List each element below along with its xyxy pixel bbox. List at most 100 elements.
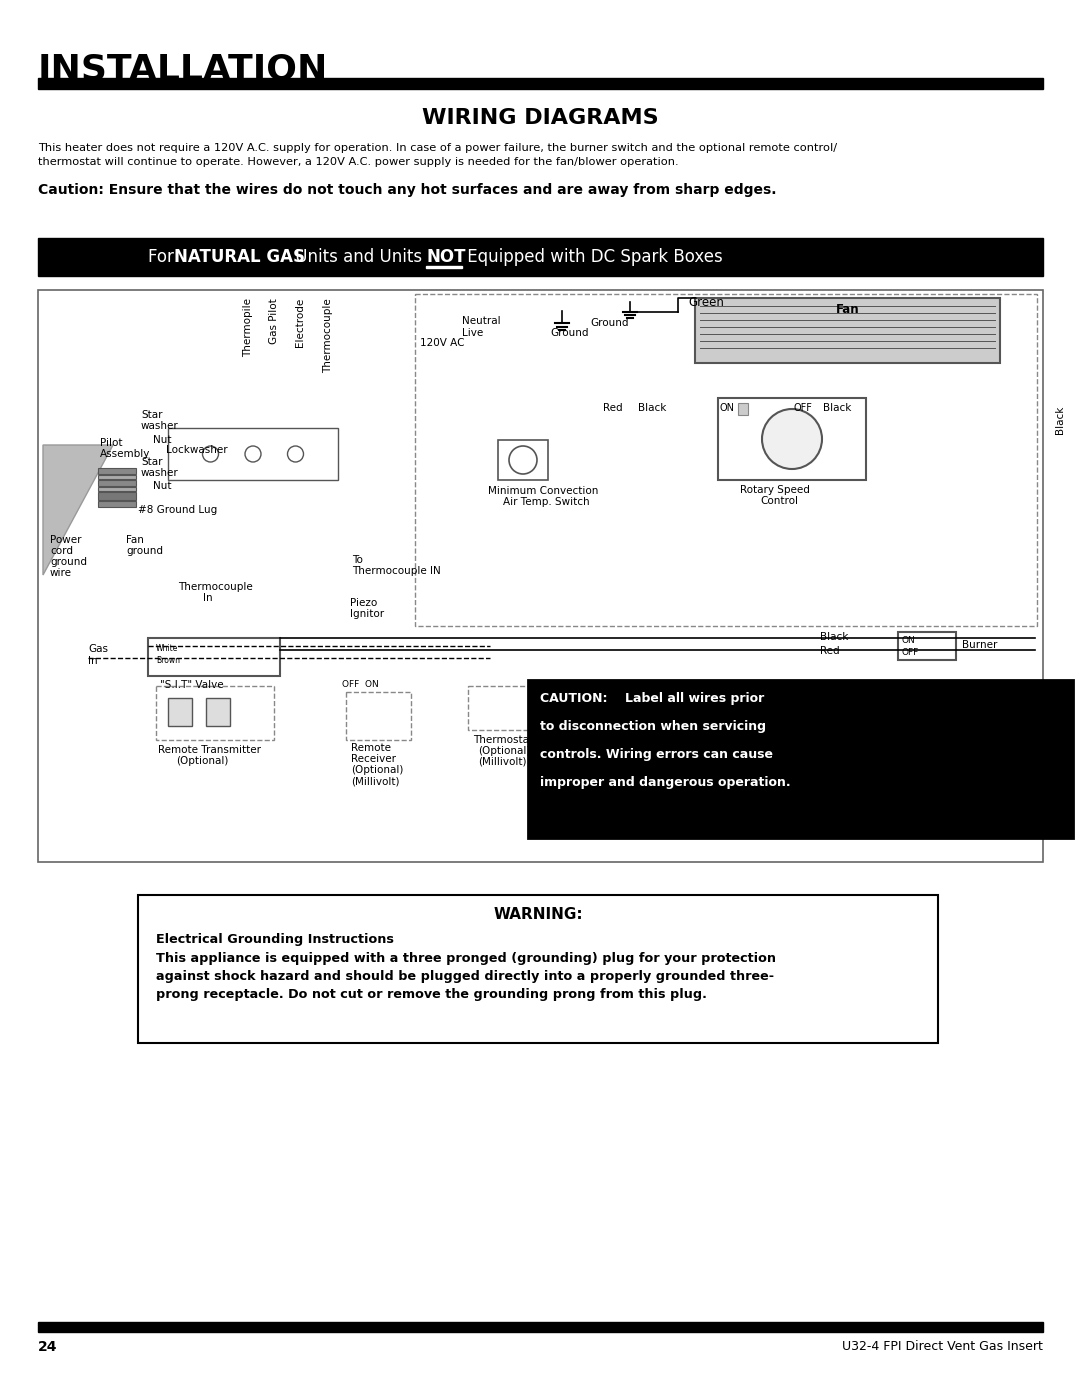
Text: OFF  ON: OFF ON (342, 680, 379, 689)
Text: Air Temp. Switch: Air Temp. Switch (503, 497, 590, 507)
Text: Live: Live (462, 328, 483, 338)
Text: washer: washer (141, 420, 179, 432)
Text: Minimum Convection: Minimum Convection (488, 486, 598, 496)
Text: In: In (203, 592, 213, 604)
Text: (Millivolt): (Millivolt) (351, 775, 400, 787)
Circle shape (287, 446, 303, 462)
Text: improper and dangerous operation.: improper and dangerous operation. (540, 775, 791, 789)
Text: In: In (87, 657, 97, 666)
Text: Power: Power (50, 535, 81, 545)
Text: "S.I.T" Valve: "S.I.T" Valve (160, 680, 224, 690)
Text: Burner: Burner (962, 640, 997, 650)
Polygon shape (43, 446, 113, 576)
Bar (38, 1322, 1043, 1331)
Text: thermostat will continue to operate. However, a 120V A.C. power supply is needed: thermostat will continue to operate. How… (38, 156, 678, 168)
Text: Gas: Gas (87, 644, 108, 654)
Circle shape (509, 446, 537, 474)
Text: NATURAL GAS: NATURAL GAS (174, 249, 305, 265)
Text: NOT: NOT (426, 249, 465, 265)
Text: #8 Ground Lug: #8 Ground Lug (138, 504, 217, 515)
Text: 120V AC: 120V AC (420, 338, 464, 348)
Text: Nut: Nut (153, 434, 172, 446)
Text: against shock hazard and should be plugged directly into a properly grounded thr: against shock hazard and should be plugg… (156, 970, 774, 983)
Text: Thermopile: Thermopile (243, 298, 253, 358)
Bar (98, 475, 136, 479)
Text: Nut: Nut (153, 481, 172, 490)
Text: Equipped with DC Spark Boxes: Equipped with DC Spark Boxes (462, 249, 723, 265)
Text: To: To (352, 555, 363, 564)
Text: washer: washer (141, 468, 179, 478)
Text: This heater does not require a 120V A.C. supply for operation. In case of a powe: This heater does not require a 120V A.C.… (38, 142, 837, 154)
Text: Fan: Fan (126, 535, 144, 545)
Text: Black: Black (823, 402, 851, 414)
Text: This appliance is equipped with a three pronged (grounding) plug for your protec: This appliance is equipped with a three … (156, 951, 777, 965)
Text: Electrode: Electrode (295, 298, 305, 348)
Text: For: For (148, 249, 179, 265)
Text: Remote Transmitter: Remote Transmitter (158, 745, 261, 754)
Text: Assembly: Assembly (100, 448, 150, 460)
Circle shape (762, 409, 822, 469)
Text: Ignitor: Ignitor (350, 609, 384, 619)
Bar (718, 398, 866, 481)
Bar (468, 686, 546, 731)
Bar (38, 291, 1043, 862)
Text: Thermostat: Thermostat (473, 735, 534, 745)
Circle shape (245, 446, 261, 462)
Text: prong receptacle. Do not cut or remove the grounding prong from this plug.: prong receptacle. Do not cut or remove t… (156, 988, 707, 1002)
Bar (168, 698, 192, 726)
Text: Caution: Ensure that the wires do not touch any hot surfaces and are away from s: Caution: Ensure that the wires do not to… (38, 183, 777, 197)
Text: Lockwasher: Lockwasher (166, 446, 228, 455)
Text: OFF: OFF (901, 648, 918, 657)
Text: (Optional): (Optional) (351, 766, 403, 775)
Text: (Millivolt): (Millivolt) (478, 757, 527, 767)
Text: Black: Black (1055, 405, 1065, 434)
Text: ground: ground (50, 557, 87, 567)
Bar (98, 488, 136, 490)
Text: cord: cord (50, 546, 73, 556)
Text: wire: wire (50, 569, 72, 578)
Text: Green: Green (688, 296, 724, 309)
Text: Fan: Fan (836, 303, 860, 316)
Text: U32-4 FPI Direct Vent Gas Insert: U32-4 FPI Direct Vent Gas Insert (842, 1340, 1043, 1354)
Text: Receiver: Receiver (351, 754, 396, 764)
Bar (528, 680, 1074, 838)
Bar (148, 638, 280, 676)
Text: Red: Red (603, 402, 623, 414)
Bar (38, 78, 1043, 89)
Text: Piezo: Piezo (350, 598, 377, 608)
Bar (897, 631, 956, 659)
Text: OFF: OFF (794, 402, 813, 414)
Text: Rotary Speed: Rotary Speed (740, 485, 810, 495)
Bar (346, 692, 411, 740)
Text: (Optional): (Optional) (176, 756, 228, 766)
Text: Ground: Ground (590, 319, 629, 328)
Text: to disconnection when servicing: to disconnection when servicing (540, 719, 766, 733)
Text: White: White (156, 644, 178, 652)
Bar (98, 492, 136, 500)
Text: Black: Black (638, 402, 666, 414)
Bar (98, 502, 136, 507)
Text: Control: Control (760, 496, 798, 506)
Bar (415, 293, 1037, 626)
Text: Red: Red (820, 645, 839, 657)
Bar (498, 440, 548, 481)
Text: Thermocouple IN: Thermocouple IN (352, 566, 441, 576)
Bar (98, 481, 136, 486)
Text: Neutral: Neutral (462, 316, 501, 326)
Bar (98, 468, 136, 474)
Text: controls. Wiring errors can cause: controls. Wiring errors can cause (540, 747, 773, 761)
Text: Thermocouple: Thermocouple (323, 298, 333, 373)
Text: Brown: Brown (156, 657, 180, 665)
Bar (738, 402, 748, 415)
Text: Black: Black (820, 631, 849, 643)
Text: WARNING:: WARNING: (494, 907, 583, 922)
Bar (206, 698, 230, 726)
Text: Thermocouple: Thermocouple (178, 583, 253, 592)
Text: Remote: Remote (351, 743, 391, 753)
Text: Ground: Ground (550, 328, 589, 338)
Circle shape (203, 446, 218, 462)
Text: (Optional): (Optional) (478, 746, 530, 756)
Bar (38, 237, 1043, 277)
Text: 24: 24 (38, 1340, 57, 1354)
Text: Electrical Grounding Instructions: Electrical Grounding Instructions (156, 933, 394, 946)
